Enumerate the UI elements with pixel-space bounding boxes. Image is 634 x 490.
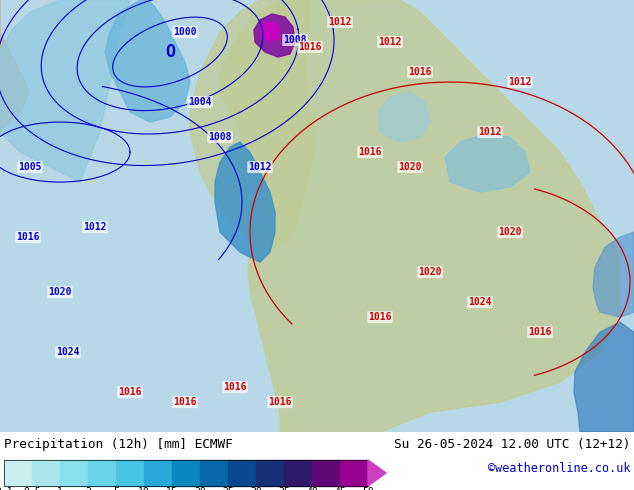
- Bar: [144, 460, 172, 486]
- Polygon shape: [593, 232, 634, 317]
- Text: 40: 40: [306, 487, 318, 490]
- Text: 1012: 1012: [478, 127, 501, 137]
- Polygon shape: [105, 0, 190, 122]
- Text: 1020: 1020: [398, 162, 422, 172]
- Text: 1008: 1008: [283, 35, 307, 45]
- Text: 1016: 1016: [119, 387, 142, 397]
- Polygon shape: [220, 0, 620, 432]
- Text: 35: 35: [278, 487, 290, 490]
- Text: ©weatheronline.co.uk: ©weatheronline.co.uk: [488, 462, 630, 474]
- Text: 1016: 1016: [408, 67, 432, 77]
- Text: 0.1: 0.1: [0, 487, 13, 490]
- Text: 1020: 1020: [48, 287, 72, 297]
- Polygon shape: [254, 14, 295, 57]
- Text: 50: 50: [362, 487, 374, 490]
- Text: 1016: 1016: [223, 382, 247, 392]
- Text: 1000: 1000: [173, 27, 197, 37]
- Text: 10: 10: [138, 487, 150, 490]
- Text: 1012: 1012: [508, 77, 532, 87]
- Text: 1020: 1020: [498, 227, 522, 237]
- Text: Precipitation (12h) [mm] ECMWF: Precipitation (12h) [mm] ECMWF: [4, 438, 233, 451]
- Text: 15: 15: [166, 487, 178, 490]
- Text: 1016: 1016: [528, 327, 552, 337]
- Polygon shape: [190, 0, 315, 247]
- Text: 1016: 1016: [368, 312, 392, 322]
- Text: 1004: 1004: [188, 97, 212, 107]
- Bar: [172, 460, 200, 486]
- Text: 25: 25: [222, 487, 234, 490]
- Bar: [340, 460, 368, 486]
- Text: 5: 5: [113, 487, 119, 490]
- Text: 1024: 1024: [56, 347, 80, 357]
- Polygon shape: [0, 0, 30, 132]
- Text: O: O: [165, 43, 175, 61]
- Text: Su 26-05-2024 12.00 UTC (12+12): Su 26-05-2024 12.00 UTC (12+12): [394, 438, 630, 451]
- Bar: [228, 460, 256, 486]
- Bar: [284, 460, 312, 486]
- Text: 1005: 1005: [18, 162, 42, 172]
- Text: 1020: 1020: [418, 267, 442, 277]
- Text: 1012: 1012: [83, 222, 107, 232]
- Text: 1016: 1016: [268, 397, 292, 407]
- Polygon shape: [378, 92, 430, 142]
- Bar: [256, 460, 284, 486]
- Polygon shape: [445, 134, 530, 192]
- Bar: [60, 460, 88, 486]
- Text: 1016: 1016: [173, 397, 197, 407]
- Text: 1008: 1008: [208, 132, 232, 142]
- Bar: [200, 460, 228, 486]
- Text: 30: 30: [250, 487, 262, 490]
- Text: 45: 45: [334, 487, 346, 490]
- Text: 1012: 1012: [378, 37, 402, 47]
- Text: 1016: 1016: [298, 42, 321, 52]
- Polygon shape: [215, 142, 275, 262]
- Polygon shape: [260, 22, 280, 42]
- Text: 1016: 1016: [358, 147, 382, 157]
- Polygon shape: [0, 0, 130, 182]
- Text: 0.5: 0.5: [23, 487, 41, 490]
- Text: 1016: 1016: [16, 232, 40, 242]
- Text: 1: 1: [57, 487, 63, 490]
- Bar: [116, 460, 144, 486]
- Bar: [88, 460, 116, 486]
- Bar: [4, 460, 368, 486]
- Text: 1024: 1024: [469, 297, 492, 307]
- Text: 1012: 1012: [249, 162, 272, 172]
- Bar: [312, 460, 340, 486]
- Polygon shape: [574, 322, 634, 432]
- Text: 2: 2: [85, 487, 91, 490]
- Text: 20: 20: [194, 487, 206, 490]
- Polygon shape: [368, 460, 386, 486]
- Bar: [4, 460, 32, 486]
- Text: 1012: 1012: [328, 17, 352, 27]
- Bar: [32, 460, 60, 486]
